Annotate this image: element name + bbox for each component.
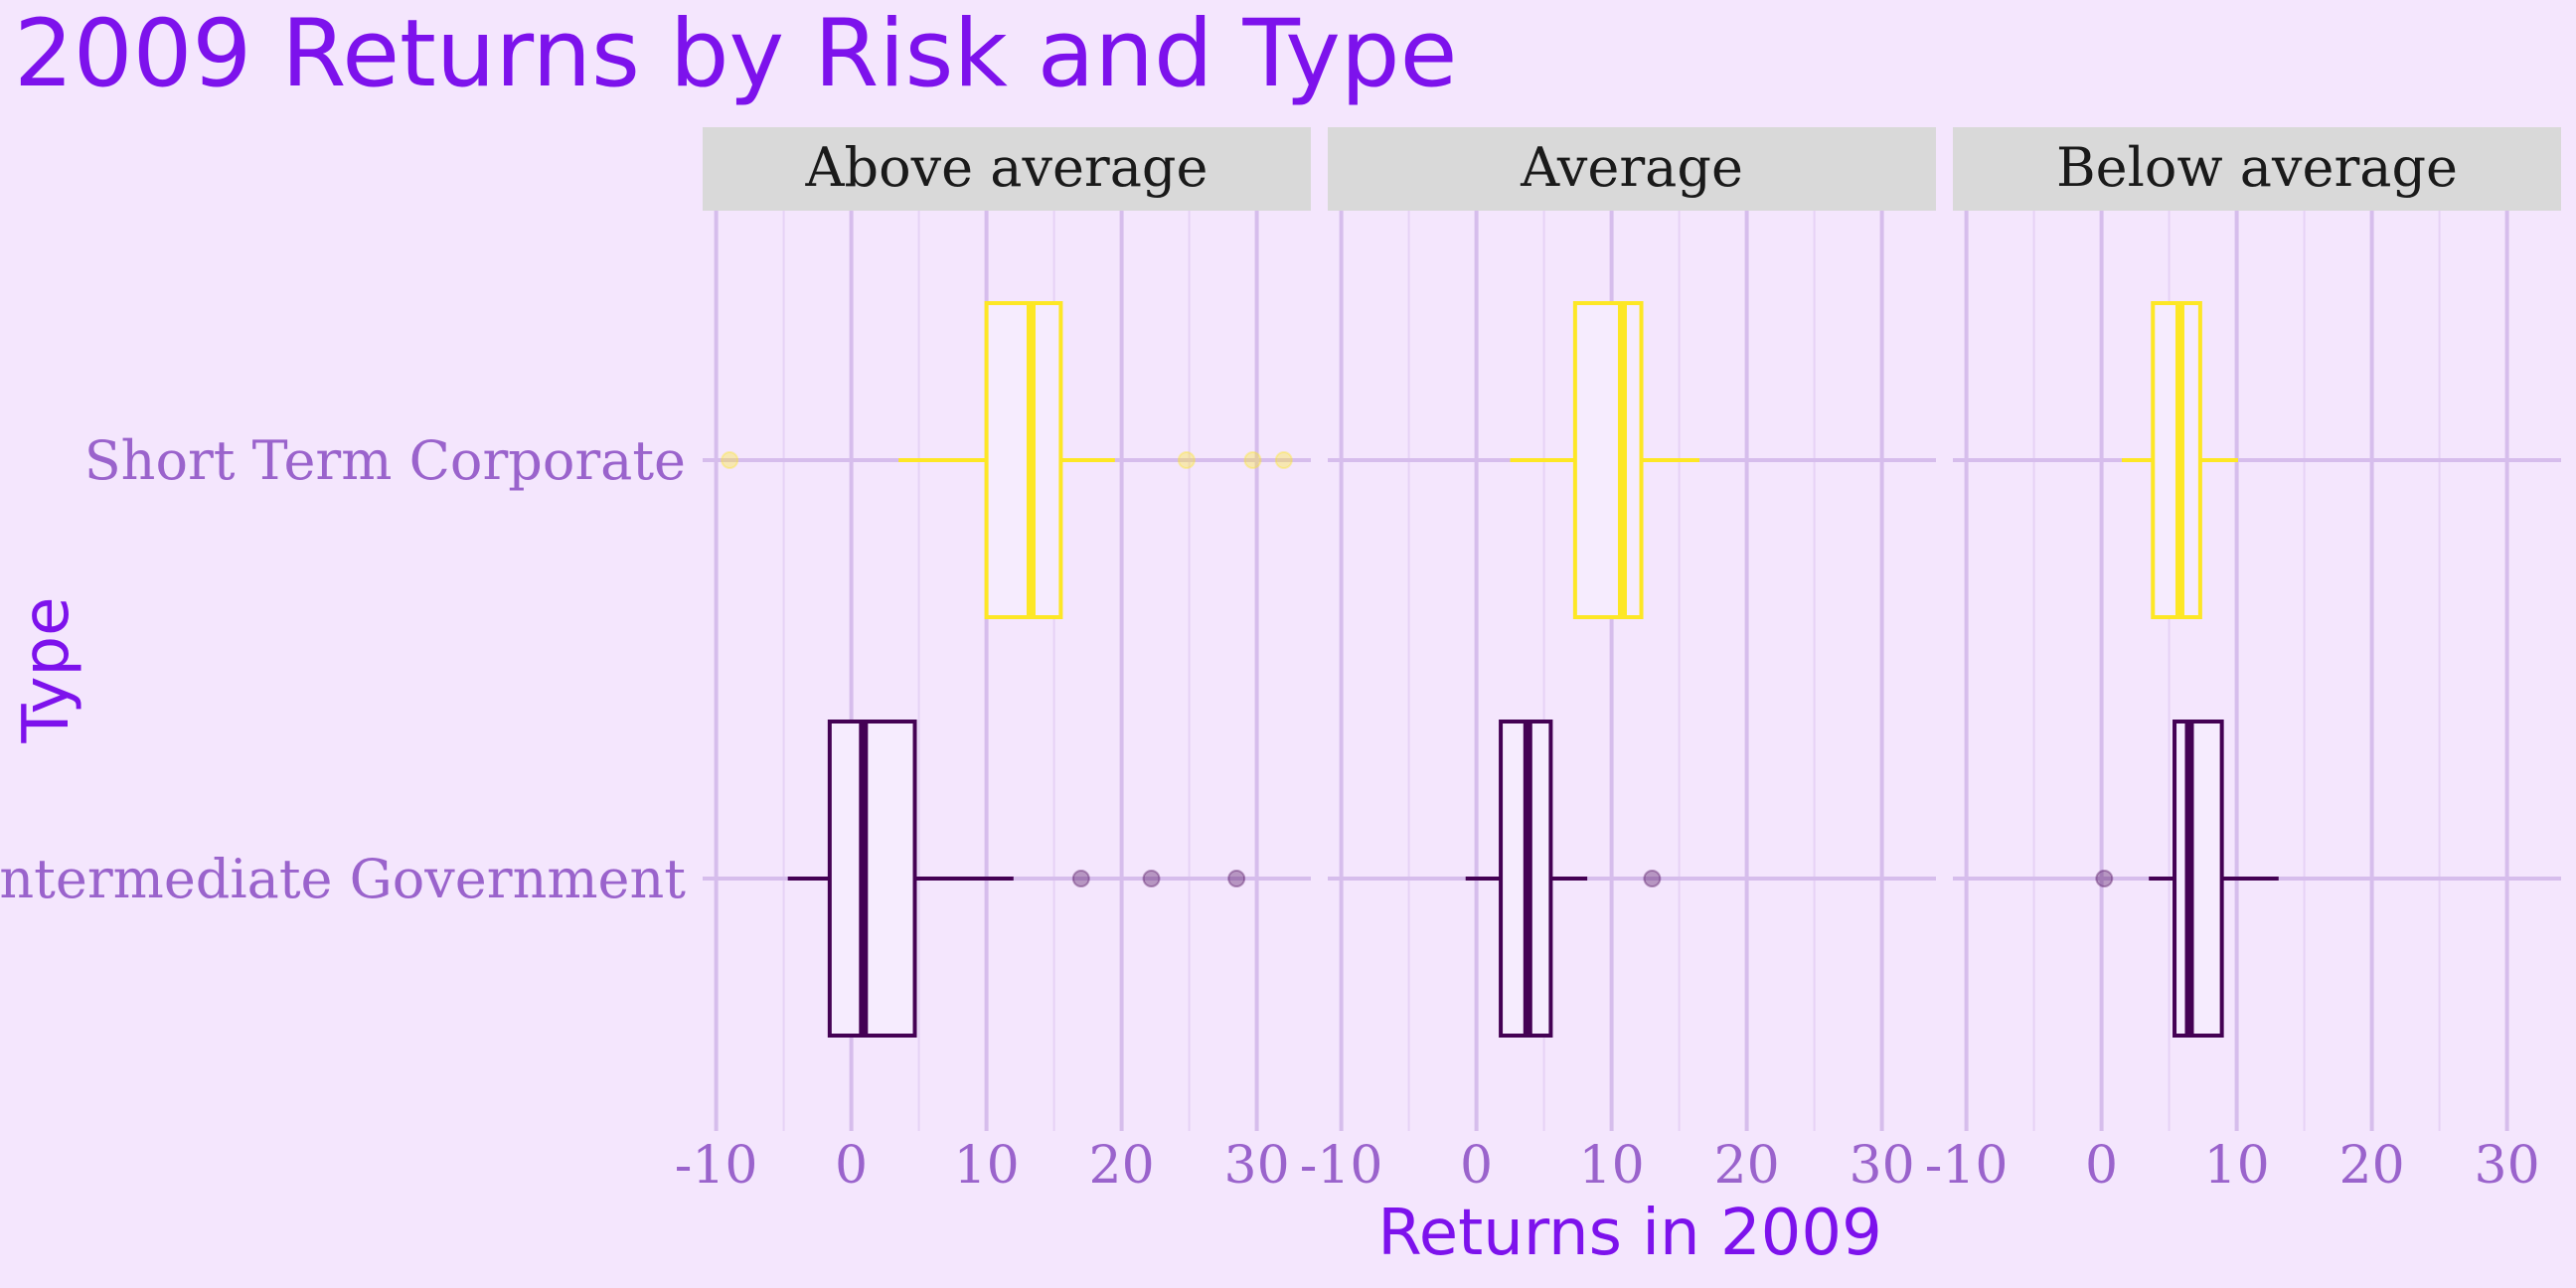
strip-background (703, 127, 1311, 211)
strip-label: Above average (805, 136, 1208, 199)
boxplot-intermediate-government (787, 720, 1246, 1038)
x-tick-label: 0 (2085, 1136, 2118, 1196)
boxplot-short-term-corporate (1510, 301, 1699, 619)
strip-background (1328, 127, 1936, 211)
outlier-point (1643, 870, 1662, 887)
y-category-label: Intermediate Government (0, 848, 686, 910)
x-tick-label: 10 (1579, 1136, 1645, 1196)
box (984, 301, 1063, 619)
outlier-point (1071, 870, 1090, 887)
outlier-point (1177, 451, 1196, 469)
strip-label: Average (1520, 136, 1743, 199)
box (1572, 301, 1644, 619)
outlier-point (1243, 451, 1262, 469)
boxplot-short-term-corporate (721, 301, 1293, 619)
x-tick-label: -10 (675, 1136, 758, 1196)
x-tick-label: 30 (2475, 1136, 2540, 1196)
outlier-point (2095, 870, 2114, 887)
x-tick-label: 0 (835, 1136, 868, 1196)
outlier-point (1274, 451, 1293, 469)
x-tick-label: 20 (1089, 1136, 1155, 1196)
outlier-point (1227, 870, 1246, 887)
x-tick-label: 10 (954, 1136, 1020, 1196)
x-tick-label: -10 (1925, 1136, 2009, 1196)
boxplot-short-term-corporate (2122, 301, 2238, 619)
outlier-point (721, 451, 739, 469)
x-tick-label: -10 (1300, 1136, 1383, 1196)
y-category-label: Short Term Corporate (84, 429, 686, 492)
strip-background (1953, 127, 2561, 211)
boxplot-intermediate-government (2095, 720, 2279, 1038)
outlier-point (1142, 870, 1161, 887)
x-tick-label: 20 (1714, 1136, 1780, 1196)
strip-label: Below average (2056, 136, 2458, 199)
y-axis-title: Type (10, 597, 83, 744)
x-tick-label: 0 (1460, 1136, 1493, 1196)
x-axis-title: Returns in 2009 (1377, 1197, 1882, 1270)
x-tick-label: 30 (1224, 1136, 1290, 1196)
box (2173, 720, 2224, 1038)
panel-average: Average -10 0 10 20 30 (1300, 127, 1936, 1196)
box (827, 720, 917, 1038)
panel-above-average: Above average -10 0 10 20 30 (675, 127, 1311, 1196)
x-tick-label: 10 (2204, 1136, 2270, 1196)
x-tick-label: 30 (1850, 1136, 1915, 1196)
plot-area: Above average -10 0 10 20 30 Average -10 0 10 20 30… (0, 127, 2561, 1196)
chart-title: 2009 Returns by Risk and Type (14, 0, 1457, 108)
panel-below-average: Below average -10 0 10 20 30 (1925, 127, 2561, 1196)
x-tick-label: 20 (2339, 1136, 2405, 1196)
boxplot-intermediate-government (1465, 720, 1662, 1038)
